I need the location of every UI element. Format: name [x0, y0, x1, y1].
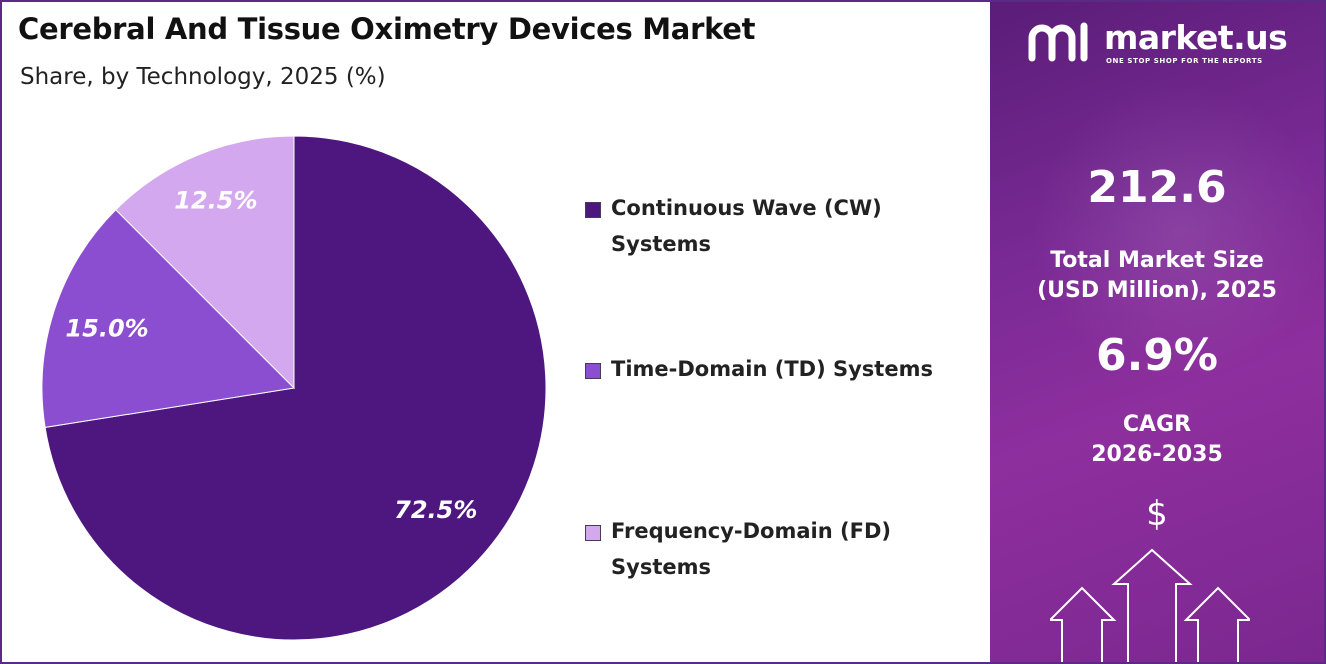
legend-item-cw: Continuous Wave (CW) Systems: [585, 190, 965, 262]
legend-item-td: Time-Domain (TD) Systems: [585, 351, 965, 387]
brand-logo[interactable]: market.us ONE STOP SHOP FOR THE REPORTS: [1026, 18, 1316, 68]
legend-swatch-fd: [585, 525, 601, 541]
legend-swatch-td: [585, 363, 601, 379]
growth-arrows-icon: [1050, 548, 1250, 662]
summary-sidebar: market.us ONE STOP SHOP FOR THE REPORTS …: [990, 2, 1324, 662]
legend-label-fd-line2: Systems: [611, 555, 711, 579]
logo-text: market.us: [1104, 18, 1288, 57]
chart-title: Cerebral And Tissue Oximetry Devices Mar…: [18, 12, 756, 46]
market-us-logo-icon: [1028, 22, 1088, 62]
legend-label-td: Time-Domain (TD) Systems: [611, 357, 933, 381]
market-size-value: 212.6: [1087, 162, 1227, 213]
pie-label-td: 15.0%: [65, 314, 148, 342]
legend-item-fd: Frequency-Domain (FD) Systems: [585, 513, 965, 585]
legend-label-cw-line1: Continuous Wave (CW): [611, 196, 882, 220]
pie-slice-cw: [44, 135, 547, 641]
pie-chart: 72.5% 15.0% 12.5%: [41, 135, 547, 641]
pie-slice-fd: [115, 135, 295, 390]
legend-label-cw-line2: Systems: [611, 232, 711, 256]
chart-panel: Cerebral And Tissue Oximetry Devices Mar…: [2, 2, 988, 662]
pie-label-cw: 72.5%: [394, 496, 477, 524]
logo-tagline: ONE STOP SHOP FOR THE REPORTS: [1106, 57, 1263, 65]
legend-swatch-cw: [585, 202, 601, 218]
sidebar-background-glow: [1030, 82, 1324, 382]
market-size-label-line1: Total Market Size: [1050, 248, 1264, 273]
cagr-label-line1: CAGR: [1122, 412, 1192, 437]
cagr-value: 6.9%: [1095, 330, 1219, 381]
pie-slice-td: [41, 209, 296, 428]
cagr-label-line2: 2026-2035: [1091, 442, 1223, 467]
dollar-icon: $: [1146, 494, 1168, 534]
market-size-label-line2: (USD Million), 2025: [1037, 278, 1277, 303]
pie-label-fd: 12.5%: [174, 186, 257, 214]
legend-label-fd-line1: Frequency-Domain (FD): [611, 519, 891, 543]
chart-subtitle: Share, by Technology, 2025 (%): [20, 64, 386, 90]
